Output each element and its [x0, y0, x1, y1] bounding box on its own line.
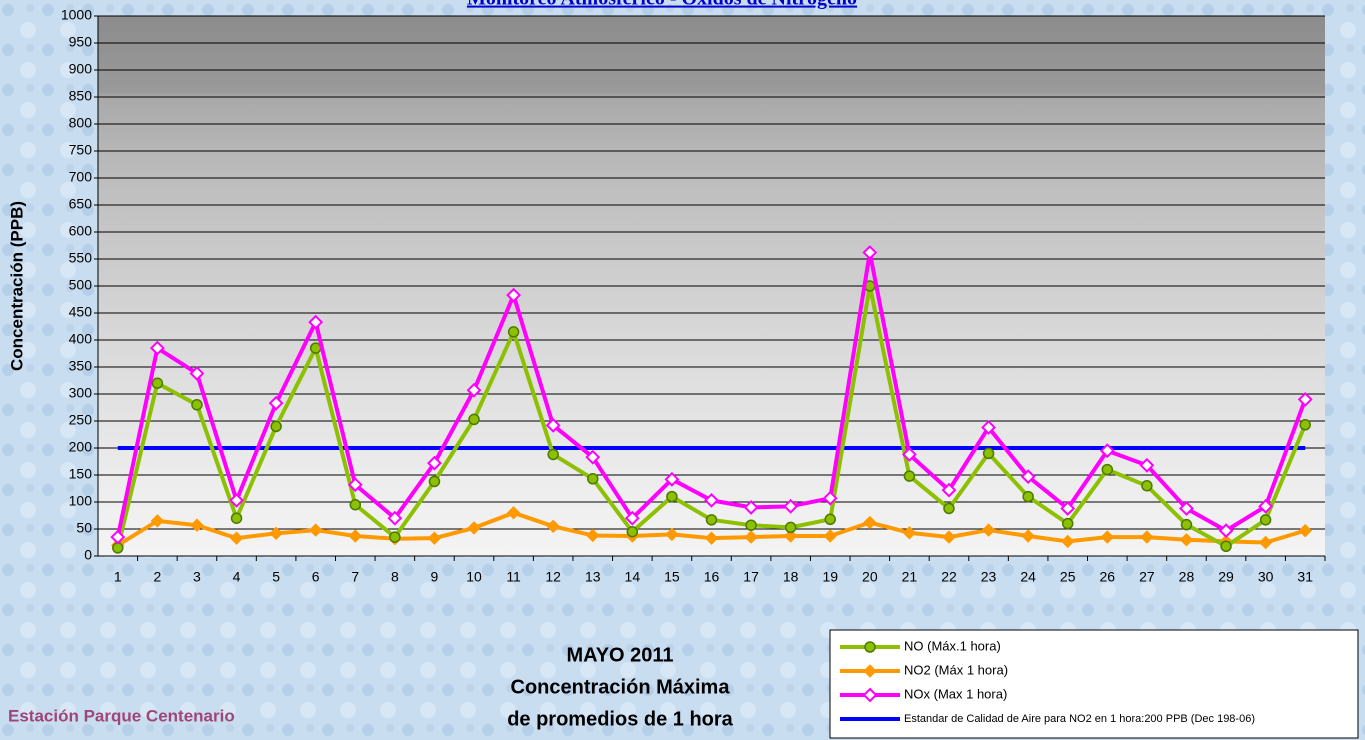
y-tick-label: 350: [69, 358, 93, 374]
legend-label: Estandar de Calidad de Aire para NO2 en …: [904, 713, 1255, 725]
x-tick-label: 28: [1179, 569, 1195, 585]
x-tick-label: 31: [1297, 569, 1313, 585]
marker: [509, 327, 519, 337]
marker: [350, 500, 360, 510]
y-tick-label: 250: [69, 412, 93, 428]
legend-label: NOx (Max 1 hora): [904, 686, 1007, 701]
y-tick-label: 600: [69, 223, 93, 239]
x-tick-label: 26: [1100, 569, 1116, 585]
x-tick-label: 10: [466, 569, 482, 585]
x-tick-label: 9: [431, 569, 439, 585]
subtitle: Concentración Máxima: [511, 676, 731, 698]
x-tick-label: 25: [1060, 569, 1076, 585]
marker: [232, 513, 242, 523]
marker: [707, 515, 717, 525]
x-tick-label: 27: [1139, 569, 1155, 585]
y-tick-label: 200: [69, 439, 93, 455]
x-tick-label: 21: [902, 569, 918, 585]
y-tick-label: 800: [69, 115, 93, 131]
y-tick-label: 400: [69, 331, 93, 347]
marker: [984, 448, 994, 458]
marker: [469, 414, 479, 424]
marker: [548, 449, 558, 459]
marker: [865, 642, 875, 652]
marker: [746, 520, 756, 530]
y-axis-label: Concentración (PPB): [7, 201, 26, 371]
marker: [1102, 465, 1112, 475]
x-tick-label: 29: [1218, 569, 1234, 585]
chart-title: Monitoreo Atmosférico - Óxidos de Nitróg…: [467, 0, 857, 10]
marker: [786, 522, 796, 532]
marker: [1063, 519, 1073, 529]
marker: [944, 503, 954, 513]
x-tick-label: 11: [506, 569, 521, 585]
y-tick-label: 50: [76, 520, 92, 536]
marker: [1181, 520, 1191, 530]
x-tick-label: 5: [272, 569, 280, 585]
marker: [390, 532, 400, 542]
y-tick-label: 700: [69, 169, 93, 185]
y-tick-label: 550: [69, 250, 93, 266]
marker: [1142, 481, 1152, 491]
x-tick-label: 19: [822, 569, 838, 585]
marker: [152, 378, 162, 388]
x-tick-label: 2: [153, 569, 161, 585]
marker: [271, 421, 281, 431]
x-tick-label: 24: [1020, 569, 1036, 585]
x-tick-label: 1: [114, 569, 122, 585]
x-tick-label: 20: [862, 569, 878, 585]
y-tick-label: 750: [69, 142, 93, 158]
marker: [667, 492, 677, 502]
x-tick-label: 8: [391, 569, 399, 585]
y-tick-label: 0: [84, 547, 92, 563]
y-tick-label: 900: [69, 61, 93, 77]
chart: Monitoreo Atmosférico - Óxidos de Nitróg…: [0, 0, 1365, 740]
x-tick-label: 22: [941, 569, 957, 585]
y-tick-label: 650: [69, 196, 93, 212]
marker: [1300, 420, 1310, 430]
x-tick-label: 7: [351, 569, 359, 585]
x-tick-label: 3: [193, 569, 201, 585]
legend-label: NO2 (Máx 1 hora): [904, 662, 1008, 677]
x-tick-label: 6: [312, 569, 320, 585]
station-label: Estación Parque Centenario: [8, 706, 235, 725]
x-tick-label: 17: [743, 569, 759, 585]
y-tick-label: 850: [69, 88, 93, 104]
marker: [1221, 541, 1231, 551]
marker: [588, 474, 598, 484]
y-tick-label: 300: [69, 385, 93, 401]
marker: [1023, 492, 1033, 502]
marker: [429, 476, 439, 486]
x-tick-label: 30: [1258, 569, 1274, 585]
y-tick-label: 950: [69, 34, 93, 50]
marker: [192, 400, 202, 410]
x-tick-label: 13: [585, 569, 601, 585]
x-tick-label: 14: [625, 569, 641, 585]
y-tick-label: 450: [69, 304, 93, 320]
legend-label: NO (Máx.1 hora): [904, 638, 1001, 653]
marker: [825, 514, 835, 524]
x-tick-label: 16: [704, 569, 720, 585]
x-tick-label: 23: [981, 569, 997, 585]
subtitle: MAYO 2011: [566, 644, 673, 666]
x-tick-label: 18: [783, 569, 799, 585]
marker: [627, 527, 637, 537]
y-tick-label: 1000: [61, 7, 92, 23]
subtitle: de promedios de 1 hora: [507, 708, 733, 730]
x-tick-label: 12: [545, 569, 561, 585]
marker: [904, 471, 914, 481]
y-tick-label: 500: [69, 277, 93, 293]
x-tick-label: 4: [233, 569, 241, 585]
marker: [1261, 515, 1271, 525]
x-tick-label: 15: [664, 569, 680, 585]
y-tick-label: 100: [69, 493, 93, 509]
page: {"chart_data": { "type": "line", "title"…: [0, 0, 1365, 740]
y-tick-label: 150: [69, 466, 93, 482]
